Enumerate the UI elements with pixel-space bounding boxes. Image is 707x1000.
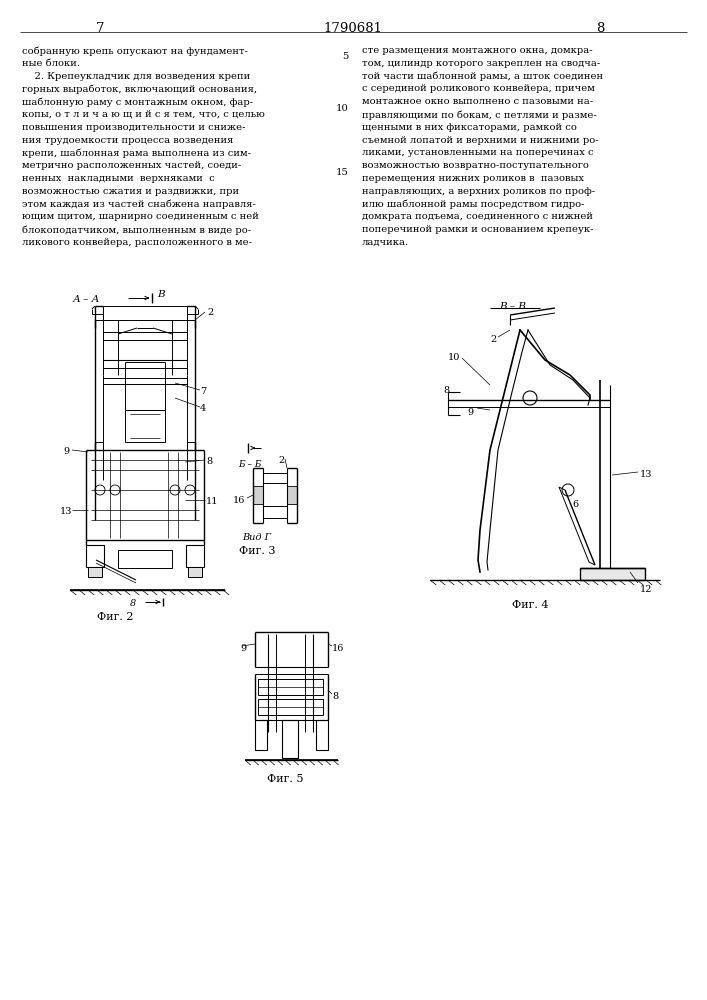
Text: илю шаблонной рамы посредством гидро-: илю шаблонной рамы посредством гидро- — [362, 200, 585, 209]
Bar — [88, 567, 102, 577]
Bar — [253, 486, 263, 504]
Text: правляющими по бокам, с петлями и разме-: правляющими по бокам, с петлями и разме- — [362, 110, 597, 119]
Bar — [287, 486, 297, 504]
Text: 9: 9 — [467, 408, 473, 417]
Text: домкрата подъема, соединенного с нижней: домкрата подъема, соединенного с нижней — [362, 212, 593, 221]
Text: Б – Б: Б – Б — [238, 460, 262, 469]
Bar — [118, 550, 172, 568]
Text: той части шаблонной рамы, а шток соединен: той части шаблонной рамы, а шток соедине… — [362, 72, 603, 81]
Text: блокоподатчиком, выполненным в виде ро-: блокоподатчиком, выполненным в виде ро- — [22, 225, 251, 235]
Text: 16: 16 — [233, 496, 245, 505]
Text: возможностью сжатия и раздвижки, при: возможностью сжатия и раздвижки, при — [22, 187, 239, 196]
Text: Фиг. 5: Фиг. 5 — [267, 774, 303, 784]
Text: собранную крепь опускают на фундамент-: собранную крепь опускают на фундамент- — [22, 46, 248, 55]
Bar — [282, 720, 298, 758]
Text: ненных  накладными  верхняками  с: ненных накладными верхняками с — [22, 174, 215, 183]
Text: ликового конвейера, расположенного в ме-: ликового конвейера, расположенного в ме- — [22, 238, 252, 247]
Text: съемной лопатой и верхними и нижними ро-: съемной лопатой и верхними и нижними ро- — [362, 136, 599, 145]
Text: том, цилиндр которого закреплен на сводча-: том, цилиндр которого закреплен на сводч… — [362, 59, 600, 68]
Text: 16: 16 — [332, 644, 344, 653]
Text: монтажное окно выполнено с пазовыми на-: монтажное окно выполнено с пазовыми на- — [362, 97, 593, 106]
Text: 1790681: 1790681 — [324, 22, 382, 35]
Text: В: В — [157, 290, 165, 299]
Text: 7: 7 — [95, 22, 104, 35]
Text: Фиг. 2: Фиг. 2 — [97, 612, 133, 622]
Text: ладчика.: ладчика. — [362, 238, 409, 247]
Text: 4: 4 — [200, 404, 206, 413]
Text: с серединой роликового конвейера, причем: с серединой роликового конвейера, причем — [362, 84, 595, 93]
Text: перемещения нижних роликов в  пазовых: перемещения нижних роликов в пазовых — [362, 174, 584, 183]
Text: 9: 9 — [240, 644, 246, 653]
Text: 2: 2 — [490, 335, 496, 344]
Text: В – В: В – В — [500, 302, 527, 311]
Text: повышения производительности и сниже-: повышения производительности и сниже- — [22, 123, 245, 132]
Text: 9: 9 — [63, 447, 69, 456]
Text: сте размещения монтажного окна, домкра-: сте размещения монтажного окна, домкра- — [362, 46, 592, 55]
Text: Фиг. 4: Фиг. 4 — [512, 600, 548, 610]
Text: щенными в них фиксаторами, рамкой со: щенными в них фиксаторами, рамкой со — [362, 123, 577, 132]
Text: 8: 8 — [443, 386, 449, 395]
Text: 8: 8 — [332, 692, 338, 701]
Bar — [125, 410, 165, 442]
Bar — [258, 679, 323, 695]
Bar — [316, 720, 328, 750]
Bar — [86, 545, 104, 567]
Bar — [258, 699, 323, 715]
Text: копы, о т л и ч а ю щ и й с я тем, что, с целью: копы, о т л и ч а ю щ и й с я тем, что, … — [22, 110, 265, 119]
Text: ющим щитом, шарнирно соединенным с ней: ющим щитом, шарнирно соединенным с ней — [22, 212, 259, 221]
Text: крепи, шаблонная рама выполнена из сим-: крепи, шаблонная рама выполнена из сим- — [22, 148, 251, 158]
Text: ликами, установленными на поперечинах с: ликами, установленными на поперечинах с — [362, 148, 594, 157]
Text: 10: 10 — [448, 353, 460, 362]
Text: А – А: А – А — [73, 295, 100, 304]
Text: 11: 11 — [206, 497, 218, 506]
Text: 2: 2 — [207, 308, 214, 317]
Text: 8: 8 — [206, 457, 212, 466]
Text: ные блоки.: ные блоки. — [22, 59, 80, 68]
Text: 7: 7 — [200, 387, 206, 396]
Text: Вид Г: Вид Г — [243, 533, 271, 542]
Text: горных выработок, включающий основания,: горных выработок, включающий основания, — [22, 84, 257, 94]
Text: ния трудоемкости процесса возведения: ния трудоемкости процесса возведения — [22, 136, 233, 145]
Bar — [188, 567, 202, 577]
Text: 2: 2 — [278, 456, 284, 465]
Text: 2. Крепеукладчик для возведения крепи: 2. Крепеукладчик для возведения крепи — [22, 72, 250, 81]
Text: 13: 13 — [60, 507, 73, 516]
Text: 8: 8 — [596, 22, 604, 35]
Text: 12: 12 — [640, 585, 653, 594]
Text: 5: 5 — [343, 52, 349, 61]
Bar — [255, 720, 267, 750]
Text: 6: 6 — [572, 500, 578, 509]
Text: Фиг. 3: Фиг. 3 — [239, 546, 275, 556]
Text: метрично расположенных частей, соеди-: метрично расположенных частей, соеди- — [22, 161, 241, 170]
Text: 10: 10 — [336, 104, 349, 113]
Text: поперечиной рамки и основанием крепеук-: поперечиной рамки и основанием крепеук- — [362, 225, 593, 234]
Text: 13: 13 — [640, 470, 653, 479]
Bar — [580, 568, 645, 580]
Text: шаблонную раму с монтажным окном, фар-: шаблонную раму с монтажным окном, фар- — [22, 97, 253, 107]
Text: направляющих, а верхних роликов по проф-: направляющих, а верхних роликов по проф- — [362, 187, 595, 196]
Text: 15: 15 — [336, 168, 349, 177]
Text: 8: 8 — [130, 599, 136, 608]
Bar — [186, 545, 204, 567]
Text: возможностью возвратно-поступательного: возможностью возвратно-поступательного — [362, 161, 589, 170]
Text: этом каждая из частей снабжена направля-: этом каждая из частей снабжена направля- — [22, 200, 256, 209]
